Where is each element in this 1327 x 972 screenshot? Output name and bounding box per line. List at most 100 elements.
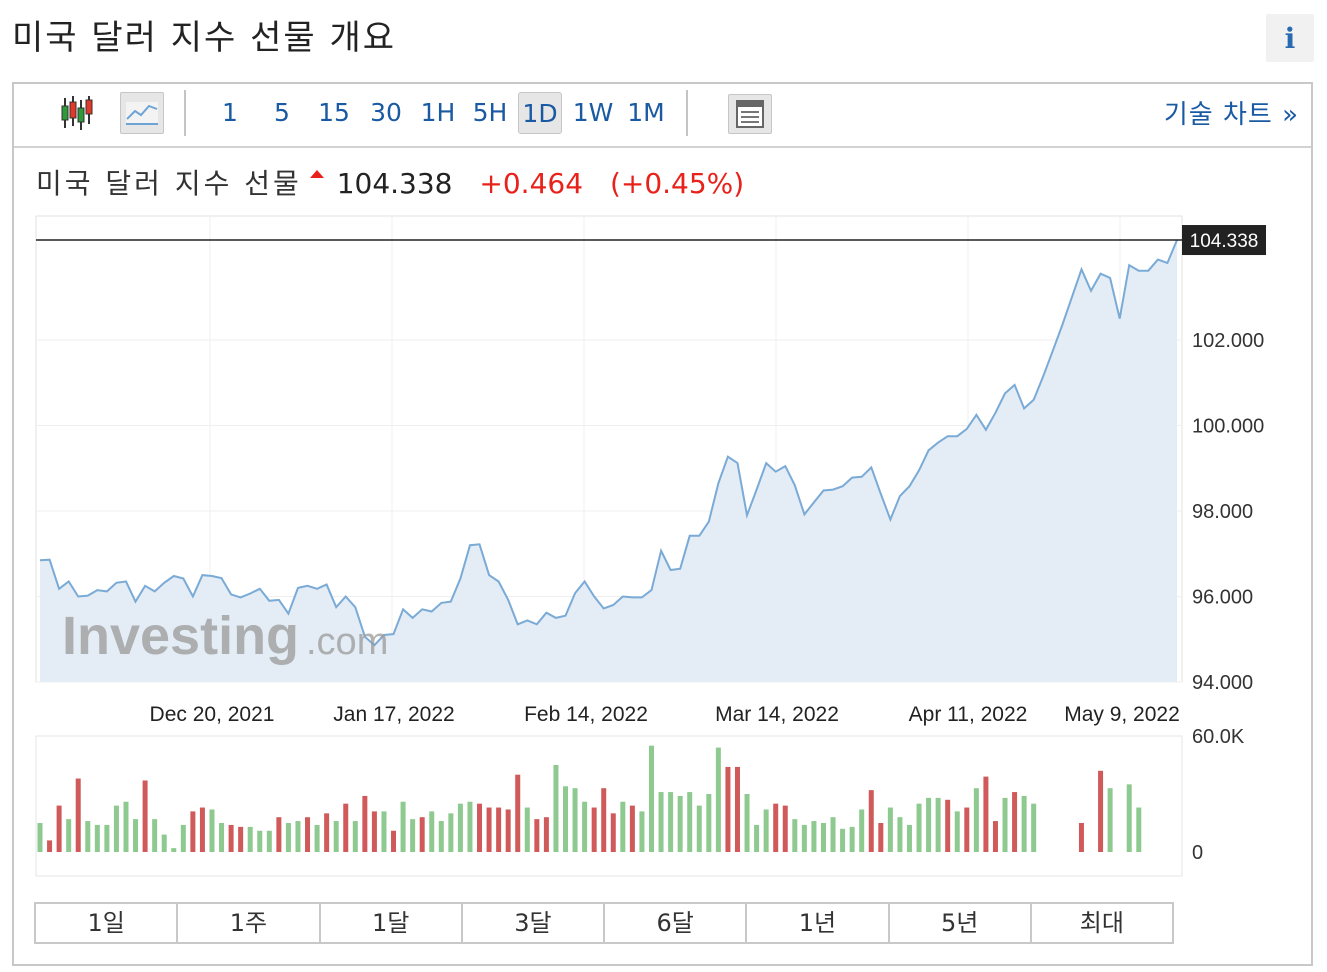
- timeframe-15-button[interactable]: 15: [318, 98, 350, 127]
- volume-bar: [782, 805, 788, 852]
- volume-bar: [734, 766, 740, 852]
- volume-bar: [878, 823, 884, 852]
- volume-bar: [668, 792, 674, 852]
- volume-bar: [1136, 807, 1142, 852]
- volume-bar: [104, 824, 110, 852]
- volume-bar: [180, 824, 186, 852]
- volume-bar: [543, 817, 549, 852]
- volume-bar: [916, 803, 922, 852]
- technical-chart-link[interactable]: 기술 차트 »: [1163, 100, 1299, 130]
- volume-bar: [343, 803, 349, 852]
- line-chart-button[interactable]: [120, 92, 164, 134]
- range-button-4[interactable]: 6달: [605, 904, 748, 942]
- timeframe-1-button[interactable]: 1: [222, 98, 238, 127]
- line-chart-icon: [126, 102, 158, 125]
- toolbar-separator: [184, 90, 186, 136]
- volume-bar: [906, 824, 912, 852]
- candlestick-chart-button[interactable]: [60, 94, 94, 132]
- investing-watermark: Investing: [62, 606, 299, 666]
- volume-frame: [35, 735, 1183, 877]
- x-axis-label: Feb 14, 2022: [524, 703, 648, 726]
- timeframe-1m-button[interactable]: 1M: [627, 98, 665, 127]
- timeframe-5h-button[interactable]: 5H: [472, 98, 508, 127]
- price-chart[interactable]: 104.338 94.000 96.000 98.000 100.000 102.000 I…: [14, 84, 1311, 964]
- volume-bar: [285, 823, 291, 852]
- price-change: +0.464: [479, 167, 584, 200]
- volume-bar: [1098, 770, 1104, 852]
- timeframe-30-button[interactable]: 30: [370, 98, 402, 127]
- volume-bar: [744, 794, 750, 852]
- volume-bar: [219, 823, 225, 852]
- volume-bar: [754, 824, 760, 852]
- range-selector: 1일 1주 1달 3달 6달 1년 5년 최대: [34, 902, 1174, 944]
- last-price-label: 104.338: [1190, 231, 1259, 252]
- volume-bar: [534, 819, 540, 852]
- volume-bar: [811, 821, 817, 852]
- volume-bar: [849, 826, 855, 852]
- volume-bar: [1031, 803, 1037, 852]
- volume-bar: [142, 780, 148, 852]
- volume-bar: [954, 811, 960, 852]
- volume-bar: [1012, 792, 1018, 852]
- volume-bar: [305, 817, 311, 852]
- newspaper-icon: [736, 100, 764, 128]
- timeframe-1w-button[interactable]: 1W: [572, 98, 614, 127]
- volume-bar: [37, 823, 43, 852]
- last-price-label-box: [1182, 225, 1266, 256]
- news-overlay-button[interactable]: [728, 94, 772, 134]
- volume-bar: [457, 803, 463, 852]
- volume-bar: [276, 817, 282, 852]
- volume-bar: [133, 819, 139, 852]
- timeframe-5-button[interactable]: 5: [274, 98, 290, 127]
- volume-bar: [496, 807, 502, 852]
- volume-bar: [687, 792, 693, 852]
- volume-bar: [945, 799, 951, 852]
- volume-bar: [629, 805, 635, 852]
- price-change-percent: (+0.45%): [609, 167, 745, 200]
- volume-bar: [429, 811, 435, 852]
- volume-bar: [926, 797, 932, 852]
- volume-bar: [85, 821, 91, 852]
- info-button[interactable]: i: [1266, 14, 1314, 62]
- volume-bar: [161, 834, 167, 852]
- volume-bar: [505, 809, 511, 852]
- volume-bar: [648, 745, 654, 852]
- volume-bar: [859, 809, 865, 852]
- chart-widget: 1 5 15 30 1H 5H 1D 1W 1M 기술 차트 » 미국 달러 지수 선물 104…: [12, 82, 1313, 966]
- range-button-3[interactable]: 3달: [462, 904, 605, 942]
- y-tick-label: 102.000: [1192, 330, 1264, 352]
- y-tick-label: 94.000: [1192, 672, 1253, 694]
- volume-bar: [792, 819, 798, 852]
- volume-bar: [639, 811, 645, 852]
- volume-bar: [410, 819, 416, 852]
- volume-bar: [47, 840, 53, 852]
- range-button-5[interactable]: 1년: [747, 904, 890, 942]
- volume-bar: [152, 819, 158, 852]
- x-axis-label: Jan 17, 2022: [333, 703, 454, 726]
- volume-tick-label: 60.0K: [1192, 726, 1245, 748]
- volume-bar: [715, 747, 721, 852]
- volume-bar: [438, 821, 444, 852]
- range-button-7[interactable]: 최대: [1031, 904, 1172, 942]
- volume-bar: [228, 824, 234, 852]
- volume-bar: [840, 828, 846, 852]
- volume-bar: [113, 805, 119, 852]
- timeframe-1d-button[interactable]: 1D: [518, 92, 562, 134]
- x-axis-label: Mar 14, 2022: [715, 703, 839, 726]
- volume-bar: [773, 803, 779, 852]
- volume-bar: [400, 801, 406, 852]
- timeframe-1h-button[interactable]: 1H: [420, 98, 456, 127]
- range-button-0[interactable]: 1일: [36, 904, 179, 942]
- range-button-1[interactable]: 1주: [178, 904, 321, 942]
- volume-bar: [75, 778, 81, 852]
- y-tick-label: 100.000: [1192, 415, 1264, 437]
- range-button-2[interactable]: 1달: [320, 904, 463, 942]
- range-button-6[interactable]: 5년: [889, 904, 1032, 942]
- volume-bar: [247, 826, 253, 852]
- volume-bar: [830, 817, 836, 852]
- volume-bar: [123, 801, 129, 852]
- volume-bar: [448, 813, 454, 852]
- volume-bar: [610, 813, 616, 852]
- volume-bar: [199, 807, 205, 852]
- quote-header: 미국 달러 지수 선물 104.338 +0.464 (+0.45%): [36, 162, 744, 202]
